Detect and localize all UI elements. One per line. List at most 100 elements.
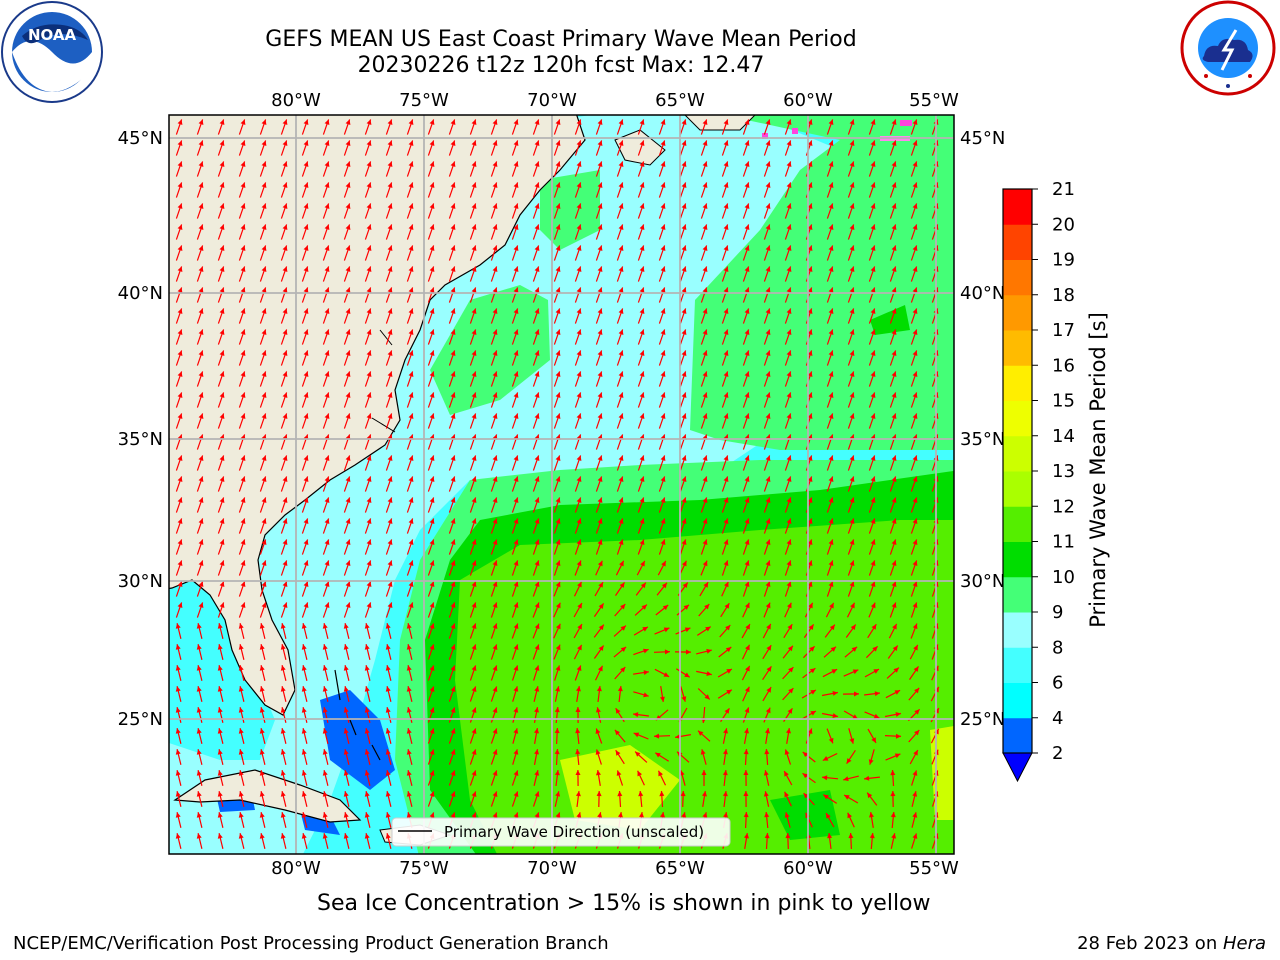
wave-direction-arrowhead — [282, 224, 288, 230]
wave-direction-arrowhead — [324, 560, 330, 566]
wave-direction-arrowhead — [343, 791, 349, 797]
wave-direction-arrowhead — [852, 669, 859, 675]
y-tick-label-right: 30°N — [960, 571, 1005, 592]
wave-direction-arrowhead — [175, 686, 181, 692]
wave-direction-arrowhead — [597, 413, 603, 419]
wave-direction-arrowhead — [635, 751, 641, 757]
colorbar-segment — [1003, 647, 1032, 683]
wave-direction-arrowhead — [744, 476, 750, 482]
wave-direction-arrowhead — [219, 224, 225, 230]
wave-direction-arrowhead — [259, 770, 265, 776]
wave-direction-arrowhead — [832, 691, 838, 696]
wave-direction-arrowhead — [765, 287, 771, 293]
wave-direction-arrowhead — [429, 497, 435, 503]
wave-direction-arrowhead — [322, 707, 328, 713]
wave-direction-arrowhead — [301, 833, 307, 839]
wave-direction-arrowhead — [617, 686, 623, 692]
wave-direction-arrowhead — [596, 770, 601, 776]
wave-direction-arrowhead — [870, 581, 876, 587]
wave-direction-arrowhead — [681, 392, 687, 398]
wave-direction-arrowhead — [450, 371, 456, 377]
wave-direction-arrowhead — [867, 792, 873, 799]
wave-direction-arrowhead — [846, 758, 852, 764]
wave-direction-arrowhead — [366, 224, 372, 230]
wave-direction-arrowhead — [786, 224, 792, 230]
wave-direction-arrowhead — [238, 728, 244, 734]
wave-direction-arrowhead — [198, 413, 204, 419]
wave-direction-arrowhead — [343, 665, 349, 671]
wave-direction-arrowhead — [786, 287, 792, 293]
wave-direction-arrowhead — [196, 644, 202, 650]
wave-direction-arrowhead — [912, 539, 918, 545]
wave-direction-arrowhead — [345, 392, 351, 398]
wave-direction-arrowhead — [196, 749, 202, 755]
colorbar-extend-min — [1002, 752, 1033, 783]
wave-direction-arrowhead — [765, 581, 771, 587]
wave-direction-arrowhead — [659, 791, 665, 797]
wave-direction-arrowhead — [387, 455, 393, 461]
wave-direction-arrowhead — [681, 329, 687, 335]
wave-direction-arrowhead — [787, 645, 793, 652]
wave-direction-arrowhead — [261, 350, 267, 356]
wave-direction-arrowhead — [364, 791, 370, 797]
wave-direction-arrowhead — [893, 667, 899, 673]
colorbar-segment — [1003, 330, 1032, 366]
wave-direction-arrowhead — [280, 707, 286, 713]
wave-direction-arrowhead — [324, 350, 330, 356]
wave-direction-arrowhead — [450, 728, 456, 734]
wave-direction-arrowhead — [385, 665, 391, 671]
machine-name: Hera — [1222, 933, 1266, 954]
wave-direction-arrowhead — [849, 161, 855, 167]
wave-direction-arrowhead — [345, 161, 351, 167]
wave-direction-arrowhead — [513, 224, 519, 230]
wave-direction-arrowhead — [322, 833, 328, 839]
wave-direction-arrowhead — [240, 350, 246, 356]
wave-direction-arrowhead — [366, 602, 372, 608]
wave-direction-arrowhead — [408, 140, 414, 146]
wave-direction-arrowhead — [282, 266, 288, 272]
wave-direction-arrowhead — [765, 728, 770, 734]
wave-direction-arrowhead — [555, 245, 561, 251]
wave-direction-arrowhead — [471, 644, 477, 650]
wave-direction-arrowhead — [366, 287, 372, 293]
wave-direction-arrowhead — [702, 308, 708, 314]
wave-direction-arrowhead — [471, 602, 477, 608]
wave-direction-arrowhead — [912, 350, 918, 356]
wave-direction-arrowhead — [471, 518, 477, 524]
wave-direction-arrowhead — [639, 245, 645, 251]
x-tick-label-bottom: 65°W — [655, 858, 705, 879]
wave-direction-arrowhead — [786, 266, 792, 272]
wave-direction-arrowhead — [576, 539, 582, 545]
wave-direction-arrowhead — [869, 812, 874, 818]
wave-direction-arrowhead — [450, 350, 456, 356]
wave-direction-arrowhead — [723, 161, 729, 167]
wave-direction-arrowhead — [680, 791, 686, 797]
wave-direction-arrowhead — [282, 413, 288, 419]
wave-direction-arrowhead — [259, 707, 265, 713]
wave-direction-arrowhead — [912, 329, 918, 335]
wave-direction-arrowhead — [765, 329, 771, 335]
wave-direction-arrowhead — [364, 749, 370, 755]
wave-direction-arrowhead — [849, 245, 855, 251]
colorbar-tick-label: 6 — [1052, 673, 1063, 694]
wave-direction-arrowhead — [217, 770, 223, 776]
wave-direction-arrowhead — [723, 749, 728, 755]
wave-direction-arrowhead — [345, 140, 351, 146]
wave-direction-arrowhead — [198, 476, 204, 482]
colorbar-segment — [1003, 365, 1032, 401]
wave-direction-arrowhead — [261, 224, 267, 230]
wave-direction-arrowhead — [282, 308, 288, 314]
wave-direction-arrowhead — [366, 182, 372, 188]
wave-direction-arrowhead — [471, 245, 477, 251]
wave-direction-arrowhead — [702, 497, 708, 503]
colorbar-tick-label: 18 — [1052, 285, 1075, 306]
wave-direction-arrowhead — [598, 603, 604, 609]
wave-direction-arrowhead — [366, 497, 372, 503]
wave-direction-arrowhead — [702, 560, 708, 567]
wave-direction-arrowhead — [786, 392, 792, 398]
x-tick-label-top: 55°W — [909, 90, 959, 111]
wave-direction-arrowhead — [450, 623, 456, 629]
wave-direction-arrowhead — [366, 245, 372, 251]
wave-direction-arrowhead — [766, 687, 772, 693]
wave-direction-arrowhead — [913, 644, 918, 651]
